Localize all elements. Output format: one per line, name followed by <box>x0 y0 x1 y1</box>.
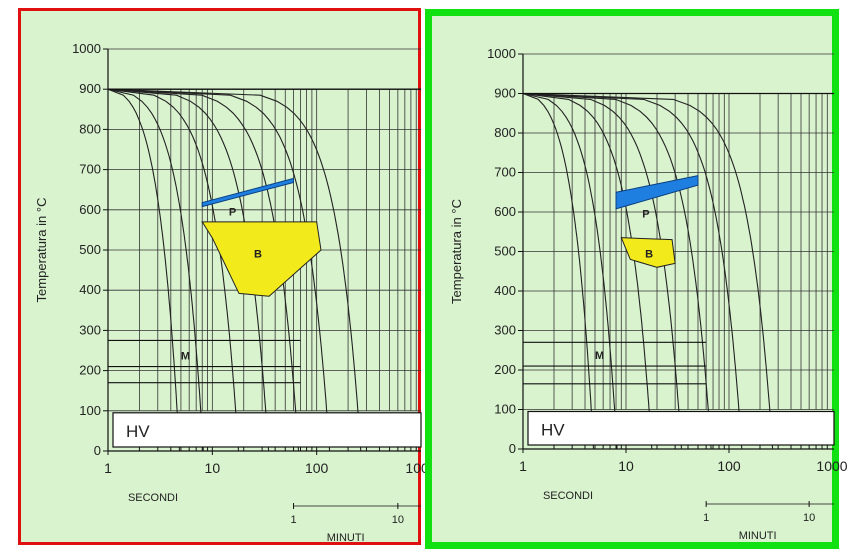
y-tick-label: 200 <box>494 362 516 377</box>
y-tick-label: 400 <box>79 282 101 297</box>
pearlite-region <box>201 177 295 208</box>
minutes-axis-label: MINUTI <box>739 530 777 542</box>
martensite-label: M <box>181 350 190 362</box>
y-tick-label: 700 <box>494 165 516 180</box>
y-axis-label: Temperatura in °C <box>34 198 49 303</box>
y-tick-label: 1000 <box>487 46 516 61</box>
cooling-curve <box>522 92 595 450</box>
x-tick-label: 1 <box>104 460 112 476</box>
y-tick-label: 800 <box>79 121 101 136</box>
pearlite-label: P <box>642 209 649 221</box>
bainite-label: B <box>254 249 262 261</box>
y-tick-label: 300 <box>79 322 101 337</box>
hv-box <box>527 410 835 446</box>
x-tick-label: 1000 <box>816 458 847 474</box>
x-tick-label: 1 <box>519 458 527 474</box>
y-tick-label: 900 <box>79 81 101 96</box>
y-tick-label: 0 <box>94 443 101 458</box>
minutes-tick-label: 10 <box>392 514 404 526</box>
y-tick-label: 500 <box>79 242 101 257</box>
chart-panel-right: 0 100 200 300 400 500 600 700 800 900 1000 Temperat… <box>425 9 848 549</box>
x-axis-label: SECONDI <box>128 492 178 504</box>
bainite-region <box>620 237 676 268</box>
y-tick-label: 200 <box>79 363 101 378</box>
cooling-curves <box>522 92 774 450</box>
cooling-curve <box>522 92 683 450</box>
cooling-curve <box>107 88 181 452</box>
y-tick-label: 1000 <box>72 41 101 56</box>
cct-chart-left: 0 100 200 300 400 500 600 700 800 900 1000 Temperat… <box>34 41 437 544</box>
cct-chart-right: 0 100 200 300 400 500 600 700 800 900 1000 Temperat… <box>449 46 848 542</box>
bainite-region <box>201 221 322 297</box>
cooling-curve <box>522 92 774 450</box>
cooling-curve <box>107 88 240 452</box>
x-tick-label: 100 <box>717 458 741 474</box>
cooling-curve <box>522 92 618 450</box>
hv-label: HV <box>541 420 565 439</box>
cooling-curves <box>107 88 362 452</box>
hv-label: HV <box>126 422 150 441</box>
bainite-label: B <box>645 248 653 260</box>
y-tick-label: 300 <box>494 323 516 338</box>
martensite-label: M <box>595 350 604 362</box>
y-tick-label: 100 <box>79 403 101 418</box>
y-tick-label: 800 <box>494 125 516 140</box>
pearlite-region <box>615 175 699 210</box>
y-tick-label: 0 <box>509 441 516 456</box>
cooling-curve <box>107 88 362 452</box>
x-axis-label: SECONDI <box>543 490 593 502</box>
chart-panel-left: 0 100 200 300 400 500 600 700 800 900 1000 Temperat… <box>18 8 437 545</box>
y-tick-label: 400 <box>494 283 516 298</box>
x-tick-label: 10 <box>618 458 634 474</box>
minutes-axis-label: MINUTI <box>327 532 365 544</box>
hv-box <box>112 412 422 448</box>
cooling-curve <box>107 88 331 452</box>
y-tick-label: 700 <box>79 162 101 177</box>
y-axis-label: Temperatura in °C <box>449 199 464 304</box>
minutes-tick-label: 1 <box>290 514 296 526</box>
y-tick-label: 900 <box>494 86 516 101</box>
x-tick-label: 100 <box>305 460 329 476</box>
cooling-curve <box>107 88 204 452</box>
cooling-curve <box>522 92 653 450</box>
grid-lines <box>522 53 834 410</box>
x-tick-label: 10 <box>205 460 221 476</box>
cooling-curve <box>522 92 743 450</box>
y-tick-label: 100 <box>494 402 516 417</box>
y-tick-label: 500 <box>494 244 516 259</box>
cooling-curve <box>522 92 712 450</box>
minutes-tick-label: 10 <box>803 512 815 524</box>
pearlite-label: P <box>229 206 236 218</box>
y-tick-label: 600 <box>494 204 516 219</box>
y-tick-label: 600 <box>79 202 101 217</box>
minutes-tick-label: 1 <box>703 512 709 524</box>
